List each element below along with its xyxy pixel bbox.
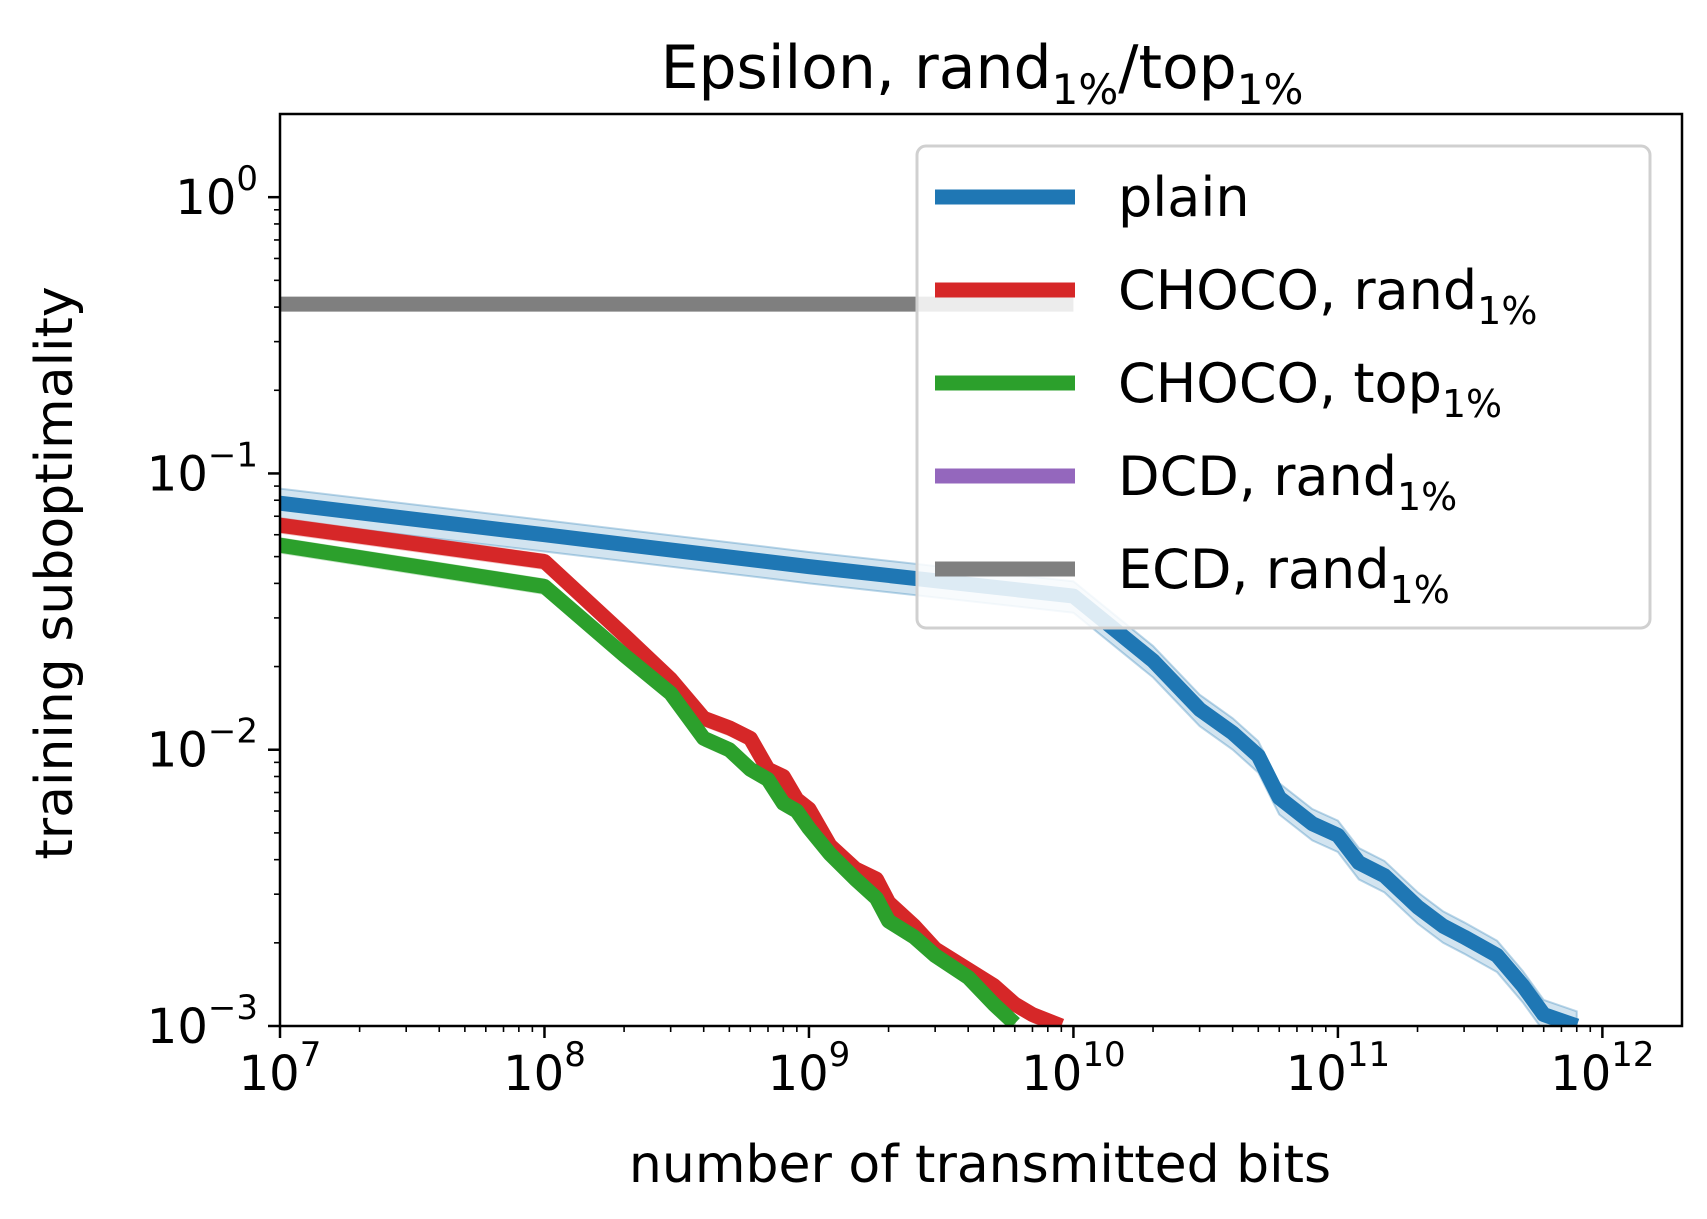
legend: plain CHOCO, rand1% CHOCO, top1% DCD, rand1… (915, 144, 1652, 630)
x-tick-label: 107 (239, 1035, 322, 1102)
y-tick-label: 100 (175, 159, 258, 226)
y-axis-label: training suboptimality (25, 286, 85, 859)
chart-title: Epsilon, rand1%/top1% (661, 33, 1304, 114)
y-tick-label: 10−1 (147, 435, 258, 502)
series-1 (280, 517, 1065, 1026)
legend-label: CHOCO, rand1% (1118, 259, 1537, 333)
y-tick-label: 10−3 (147, 988, 258, 1055)
series-line (280, 517, 1065, 1026)
x-tick-label: 108 (503, 1035, 586, 1102)
series-line (280, 537, 1020, 1026)
legend-label: plain (1118, 166, 1250, 229)
x-tick-label: 109 (768, 1035, 851, 1102)
legend-label: DCD, rand1% (1118, 445, 1457, 519)
x-tick-label: 1011 (1286, 1035, 1390, 1102)
x-tick-label: 1012 (1550, 1035, 1654, 1102)
legend-label: ECD, rand1% (1118, 538, 1450, 612)
legend-box (915, 144, 1652, 630)
x-tick-label: 1010 (1021, 1035, 1125, 1102)
x-axis-label: number of transmitted bits (629, 1135, 1331, 1195)
legend-label: CHOCO, top1% (1118, 352, 1502, 426)
plot-frame (278, 112, 1684, 1028)
series-2 (280, 537, 1020, 1026)
y-tick-label: 10−2 (147, 712, 258, 779)
